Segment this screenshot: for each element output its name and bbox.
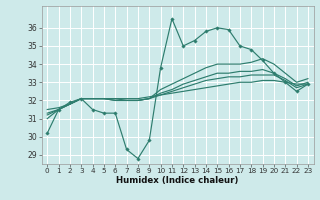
X-axis label: Humidex (Indice chaleur): Humidex (Indice chaleur) <box>116 176 239 185</box>
